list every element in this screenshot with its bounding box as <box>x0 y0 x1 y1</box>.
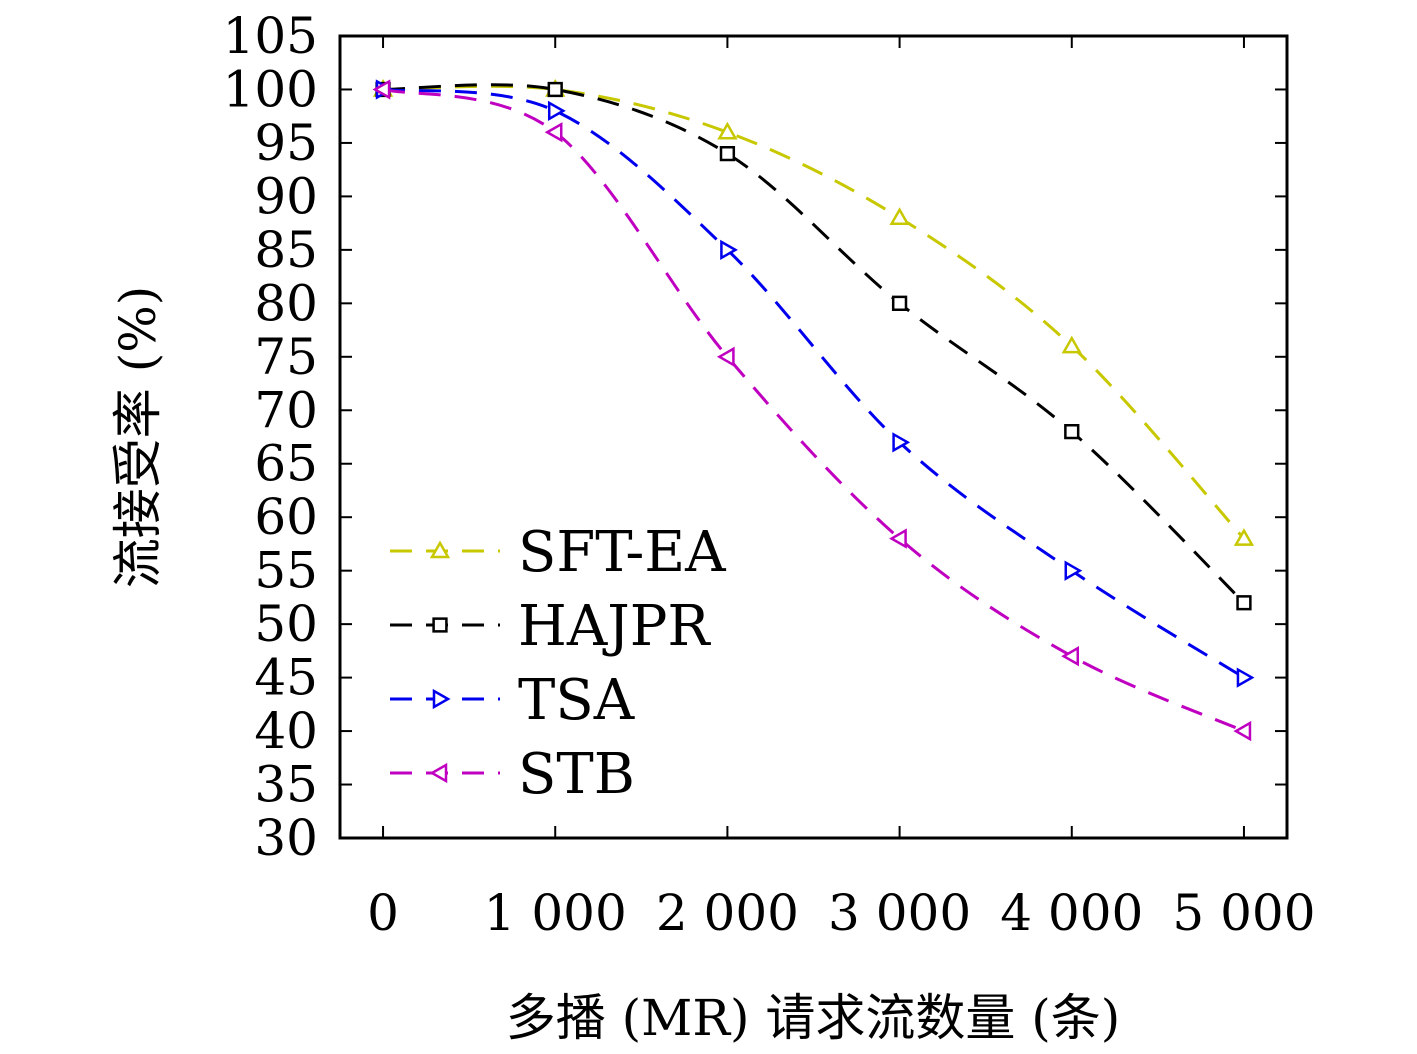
legend-marker-hajpr <box>432 617 448 633</box>
data-point-hajpr <box>1064 424 1080 440</box>
legend-marker-sft-ea <box>429 540 451 559</box>
y-tick-label: 60 <box>254 488 318 546</box>
legend-label-hajpr: HAJPR <box>518 594 711 659</box>
series-line-tsa <box>382 87 1245 679</box>
data-point-sft-ea <box>1233 528 1255 546</box>
legend-label-tsa: TSA <box>518 668 635 733</box>
data-point-stb <box>1061 646 1080 667</box>
data-point-stb <box>1233 720 1252 742</box>
x-tick-label: 3 000 <box>828 884 971 942</box>
plot-frame <box>338 34 1289 840</box>
data-point-tsa <box>892 432 911 453</box>
y-axis-title: 流接受率 (%) <box>109 286 167 588</box>
series-line-hajpr <box>383 83 1246 604</box>
data-point-stb <box>372 79 391 100</box>
y-tick-label: 35 <box>254 756 318 814</box>
data-point-sft-ea <box>1061 335 1082 354</box>
series-group <box>372 78 1255 742</box>
data-point-tsa <box>1236 667 1255 688</box>
data-point-stb <box>544 122 563 143</box>
x-tick-label: 2 000 <box>656 884 799 942</box>
data-point-hajpr <box>547 81 563 98</box>
y-tick-label: 55 <box>254 542 318 600</box>
series-line-stb <box>382 88 1245 733</box>
data-point-tsa <box>720 239 738 261</box>
y-tick-label: 100 <box>223 60 318 118</box>
y-tick-label: 50 <box>254 595 318 653</box>
y-tick-label: 80 <box>254 274 318 332</box>
x-axis-title: 多播 (MR) 请求流数量 (条) <box>506 989 1121 1047</box>
data-point-stb <box>889 528 907 549</box>
legend-marker-tsa <box>432 688 451 710</box>
y-tick-label: 65 <box>254 435 318 493</box>
x-tick-label: 4 000 <box>1000 884 1143 942</box>
x-tick-label: 5 000 <box>1172 884 1315 942</box>
y-tick-label: 30 <box>254 809 318 867</box>
y-tick-label: 90 <box>254 167 318 225</box>
x-tick-label: 0 <box>367 884 399 942</box>
data-point-sft-ea <box>717 121 738 140</box>
legend-label-stb: STB <box>518 742 635 807</box>
data-point-hajpr <box>719 145 736 162</box>
y-tick-label: 70 <box>254 381 318 439</box>
data-point-hajpr <box>1236 595 1252 611</box>
legend: SFT-EA HAJPR TSA STB <box>390 520 726 807</box>
y-tick-label: 95 <box>254 114 318 172</box>
x-tick-label: 1 000 <box>484 884 627 942</box>
data-point-tsa <box>1064 560 1083 581</box>
data-point-sft-ea <box>889 207 910 226</box>
y-tick-label: 40 <box>254 702 318 760</box>
legend-label-sft-ea: SFT-EA <box>518 520 726 585</box>
y-tick-label: 85 <box>254 221 318 279</box>
y-tick-label: 45 <box>254 649 318 707</box>
y-tick-label: 105 <box>223 7 318 65</box>
legend-marker-stb <box>429 762 448 784</box>
data-point-tsa <box>547 100 566 122</box>
data-point-hajpr <box>891 295 908 311</box>
data-point-stb <box>716 346 735 367</box>
series-line-sft-ea <box>383 84 1246 540</box>
y-tick-label: 75 <box>254 328 318 386</box>
